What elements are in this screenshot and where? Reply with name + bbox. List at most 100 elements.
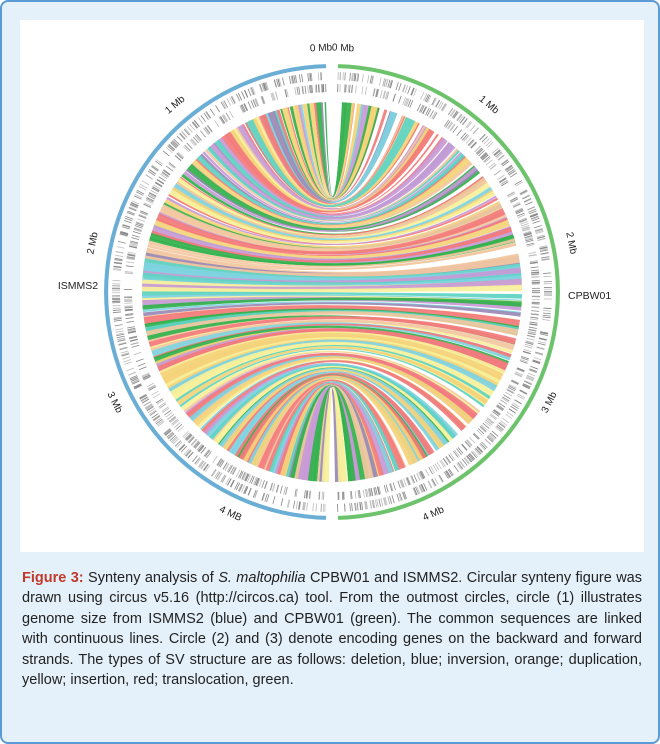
synteny-link <box>149 234 514 266</box>
synteny-link <box>280 107 380 201</box>
cpbw01-gene-track <box>337 84 541 500</box>
synteny-link <box>302 103 363 199</box>
synteny-link <box>141 291 522 299</box>
synteny-link <box>186 352 478 422</box>
synteny-link <box>309 102 355 198</box>
synteny-link <box>171 343 490 406</box>
tick-label: 1 Mb <box>163 93 187 116</box>
synteny-link <box>156 208 506 255</box>
synteny-link <box>277 383 384 477</box>
synteny-link <box>168 194 499 245</box>
synteny-link <box>290 105 378 200</box>
synteny-link <box>142 267 522 284</box>
synteny-link <box>175 345 491 402</box>
synteny-link <box>146 311 519 339</box>
synteny-link <box>160 332 504 381</box>
synteny-link <box>164 198 502 249</box>
synteny-link <box>148 316 517 348</box>
synteny-link <box>170 341 495 399</box>
synteny-link <box>148 238 516 268</box>
synteny-link <box>320 102 347 198</box>
synteny-link <box>204 148 459 222</box>
synteny-link <box>286 106 380 200</box>
synteny-link <box>157 328 509 375</box>
tick-label: 4 Mb <box>421 504 446 523</box>
synteny-link <box>150 227 513 263</box>
tick-label: 4 MB <box>218 504 244 524</box>
caption-text-1: Synteny analysis of <box>83 570 219 586</box>
tick-label: 0 Mb <box>310 42 333 54</box>
tick-label: 0 Mb <box>332 42 355 54</box>
synteny-link <box>238 374 427 462</box>
synteny-link <box>256 379 407 469</box>
synteny-link <box>174 177 488 239</box>
synteny-link <box>142 297 522 310</box>
synteny-link <box>196 153 466 225</box>
synteny-link <box>272 382 394 474</box>
synteny-link <box>168 189 496 244</box>
synteny-link <box>142 275 522 287</box>
synteny-link <box>150 319 515 355</box>
synteny-link <box>312 386 352 482</box>
synteny-link <box>248 376 420 467</box>
synteny-link <box>257 115 405 205</box>
synteny-link <box>213 365 453 446</box>
synteny-links <box>141 102 523 482</box>
synteny-link <box>142 301 521 314</box>
tick-label: 2 Mb <box>563 231 578 255</box>
cpbw01-gene-track <box>337 72 553 512</box>
synteny-link <box>159 331 506 377</box>
synteny-link <box>206 363 459 439</box>
synteny-link <box>304 386 359 481</box>
ismms2-gene-track <box>124 84 327 500</box>
synteny-link <box>209 364 456 440</box>
synteny-link <box>191 157 471 228</box>
synteny-link <box>207 146 461 222</box>
synteny-link <box>321 386 348 482</box>
synteny-link <box>153 323 512 360</box>
synteny-link <box>176 346 489 406</box>
synteny-link <box>155 217 508 257</box>
synteny-link <box>245 122 420 208</box>
synteny-link <box>234 373 433 458</box>
synteny-link <box>141 284 523 294</box>
synteny-link <box>202 151 462 223</box>
synteny-link <box>258 379 406 471</box>
synteny-link <box>166 195 497 246</box>
synteny-link <box>307 386 356 482</box>
synteny-link <box>143 302 521 317</box>
synteny-link <box>153 219 511 259</box>
figure-caption: Figure 3: Synteny analysis of S. maltoph… <box>22 568 642 690</box>
synteny-link <box>143 305 520 328</box>
tick-label: 2 Mb <box>85 231 100 255</box>
synteny-link <box>221 133 439 215</box>
synteny-link <box>183 166 478 232</box>
caption-label: Figure 3: <box>22 570 84 586</box>
circos-plot: 0 Mb 1 Mb 2 Mb 3 Mb 4 Mb 0 Mb 1 Mb 2 Mb 3 Mb 4 MB… <box>58 42 611 524</box>
tick-label: 3 Mb <box>104 390 124 415</box>
tick-label: 1 Mb <box>477 94 501 117</box>
synteny-link <box>218 367 449 450</box>
synteny-link <box>324 102 344 198</box>
synteny-link <box>251 377 419 468</box>
synteny-link <box>228 371 440 454</box>
synteny-link <box>168 339 498 396</box>
caption-species: S. maltophilia <box>218 570 306 586</box>
genome-name-labels: CPBW01 ISMMS2 <box>58 280 611 302</box>
synteny-link <box>274 382 389 476</box>
synteny-link <box>222 369 445 451</box>
synteny-link <box>193 356 474 428</box>
synteny-link <box>185 168 479 232</box>
gene-tracks <box>111 72 553 512</box>
synteny-link <box>235 125 426 210</box>
tick-label: 3 Mb <box>540 390 560 415</box>
synteny-link <box>313 102 355 198</box>
ismms2-gene-track <box>111 72 326 512</box>
synteny-link <box>294 384 374 480</box>
synteny-link <box>208 142 456 220</box>
synteny-link <box>226 371 435 454</box>
caption-text-2: CPBW01 and ISMMS2. Circular synteny figu… <box>22 570 642 689</box>
synteny-link <box>281 106 378 201</box>
synteny-link <box>201 360 467 434</box>
